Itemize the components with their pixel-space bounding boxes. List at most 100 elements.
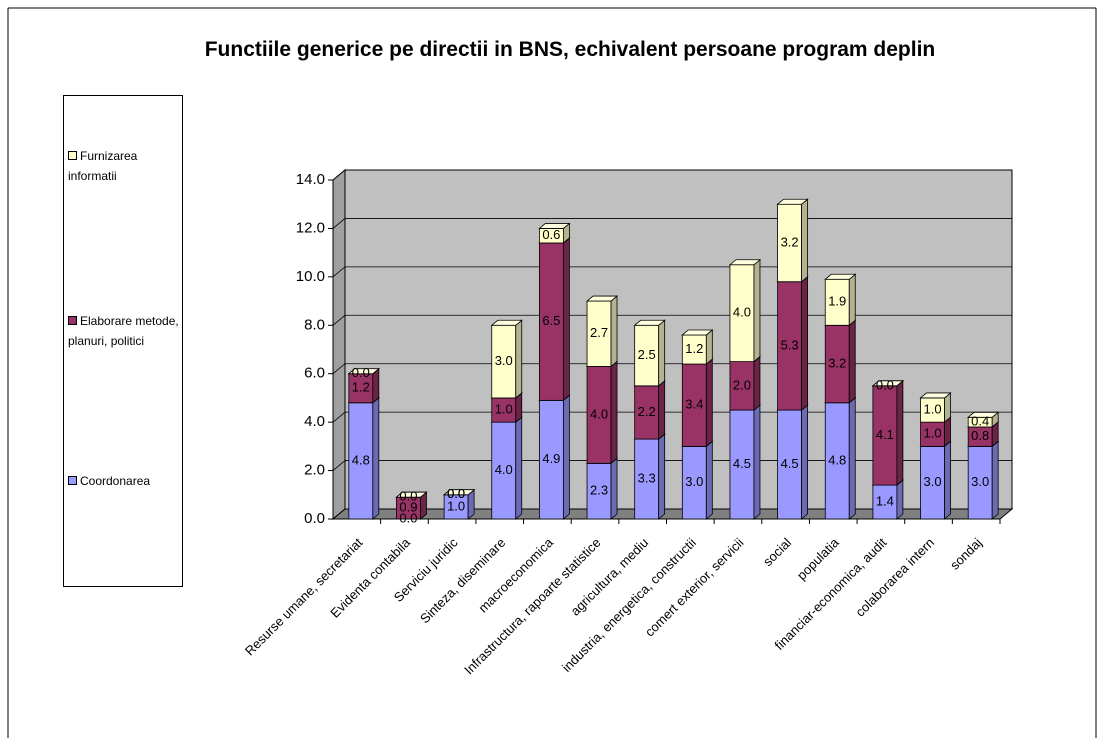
- bar-segment: [681, 363, 707, 447]
- bar-segment: [681, 445, 707, 520]
- data-label: 0.9: [399, 500, 417, 515]
- x-tick-label: Evidenta contabila: [327, 534, 413, 620]
- data-label: 1.0: [495, 401, 513, 416]
- bar-top: [443, 489, 476, 496]
- bar-segment: [920, 421, 945, 447]
- legend-swatch: [68, 316, 77, 325]
- data-label: 4.5: [781, 456, 799, 471]
- data-label: 3.3: [638, 470, 656, 485]
- bar-top: [871, 380, 904, 387]
- data-label: 0.0: [447, 486, 465, 501]
- data-label: 3.0: [971, 474, 989, 489]
- data-label: 1.0: [923, 426, 941, 441]
- bar-side: [991, 440, 999, 520]
- bar-segment: [777, 409, 803, 520]
- bar-segment: [729, 409, 755, 520]
- data-label: 0.8: [971, 428, 989, 443]
- bar-top: [633, 319, 666, 326]
- data-label: 2.2: [638, 404, 656, 419]
- bar-side: [372, 396, 380, 520]
- bar-segment: [777, 281, 803, 411]
- bar-side: [658, 379, 666, 440]
- data-label: 4.5: [733, 456, 751, 471]
- data-label: 4.0: [733, 305, 751, 320]
- bar-segment: [586, 300, 612, 367]
- data-label: 1.2: [352, 380, 370, 395]
- data-label: 3.4: [685, 397, 703, 412]
- legend-label: Elaborare metode, planuri, politici: [68, 314, 179, 348]
- bar-segment: [777, 203, 803, 283]
- data-label: 1.0: [923, 401, 941, 416]
- bar-side: [515, 416, 523, 520]
- data-label: 4.8: [828, 452, 846, 467]
- bar-segment: [491, 324, 517, 399]
- bar-top: [967, 411, 1000, 418]
- bar-side: [848, 273, 856, 327]
- data-label: 4.8: [352, 452, 370, 467]
- data-label: 5.3: [781, 337, 799, 352]
- y-tick-label: 6.0: [304, 365, 325, 382]
- data-label: 4.0: [590, 406, 608, 421]
- bar-side: [801, 275, 809, 411]
- bar-segment: [729, 361, 755, 411]
- data-label: 3.2: [828, 355, 846, 370]
- data-label: 2.5: [638, 347, 656, 362]
- legend-label: Coordonarea: [80, 474, 151, 488]
- y-tick-label: 4.0: [304, 413, 325, 430]
- y-tick-label: 12.0: [296, 219, 325, 236]
- y-tick-label: 0.0: [304, 510, 325, 527]
- data-label: 0.0: [876, 377, 894, 392]
- bar-side: [372, 367, 380, 404]
- bar-top: [395, 491, 428, 498]
- bar-side: [610, 457, 618, 520]
- bar-side: [705, 440, 713, 520]
- grid-line: [332, 169, 1012, 181]
- bar-side: [848, 319, 856, 404]
- x-tick-label: populatia: [794, 534, 842, 582]
- data-label: 4.1: [876, 427, 894, 442]
- legend: Furnizarea informatii Elaborare metode, p…: [63, 95, 183, 587]
- bar-side: [801, 198, 809, 283]
- bar-side: [610, 360, 618, 465]
- bar-top: [585, 295, 619, 302]
- x-tick-label: sondaj: [947, 535, 985, 573]
- data-label: 1.0: [447, 498, 465, 513]
- bar-side: [944, 440, 951, 520]
- data-label: 1.4: [876, 493, 894, 508]
- bar-top: [681, 329, 714, 336]
- bar-segment: [348, 402, 374, 520]
- bar-side: [801, 404, 809, 520]
- bar-side: [658, 319, 666, 387]
- bar-segment: [729, 264, 755, 363]
- data-label: 0.4: [971, 414, 989, 429]
- y-tick-label: 8.0: [304, 316, 325, 333]
- bar-side: [562, 237, 570, 402]
- legend-label: Furnizarea informatii: [68, 149, 138, 183]
- legend-item: Furnizarea informatii: [68, 146, 180, 186]
- data-label: 6.5: [542, 313, 560, 328]
- bar-segment: [348, 373, 374, 404]
- bar-side: [562, 394, 570, 520]
- bar-side: [753, 404, 761, 520]
- data-label: 0.6: [542, 227, 560, 242]
- data-label: 3.2: [781, 234, 799, 249]
- legend-item: Coordonarea: [68, 471, 180, 491]
- data-label: 3.0: [685, 474, 703, 489]
- bar-side: [753, 258, 761, 363]
- x-tick-label: Sinteza, diseminare: [417, 535, 508, 626]
- bar-segment: [824, 402, 850, 520]
- legend-swatch: [68, 476, 77, 485]
- data-label: 2.0: [733, 377, 751, 392]
- bar-top: [919, 392, 952, 399]
- y-tick-label: 10.0: [296, 268, 325, 285]
- data-label: 1.2: [685, 341, 703, 356]
- data-label: 0.0: [399, 489, 417, 504]
- data-label: 3.0: [495, 353, 513, 368]
- bar-segment: [443, 494, 469, 520]
- bar-segment: [920, 445, 945, 520]
- y-tick-label: 2.0: [304, 462, 325, 479]
- bar-side: [848, 396, 856, 520]
- x-tick-label: social: [760, 535, 794, 569]
- bar-top: [776, 198, 809, 205]
- bar-side: [896, 379, 904, 486]
